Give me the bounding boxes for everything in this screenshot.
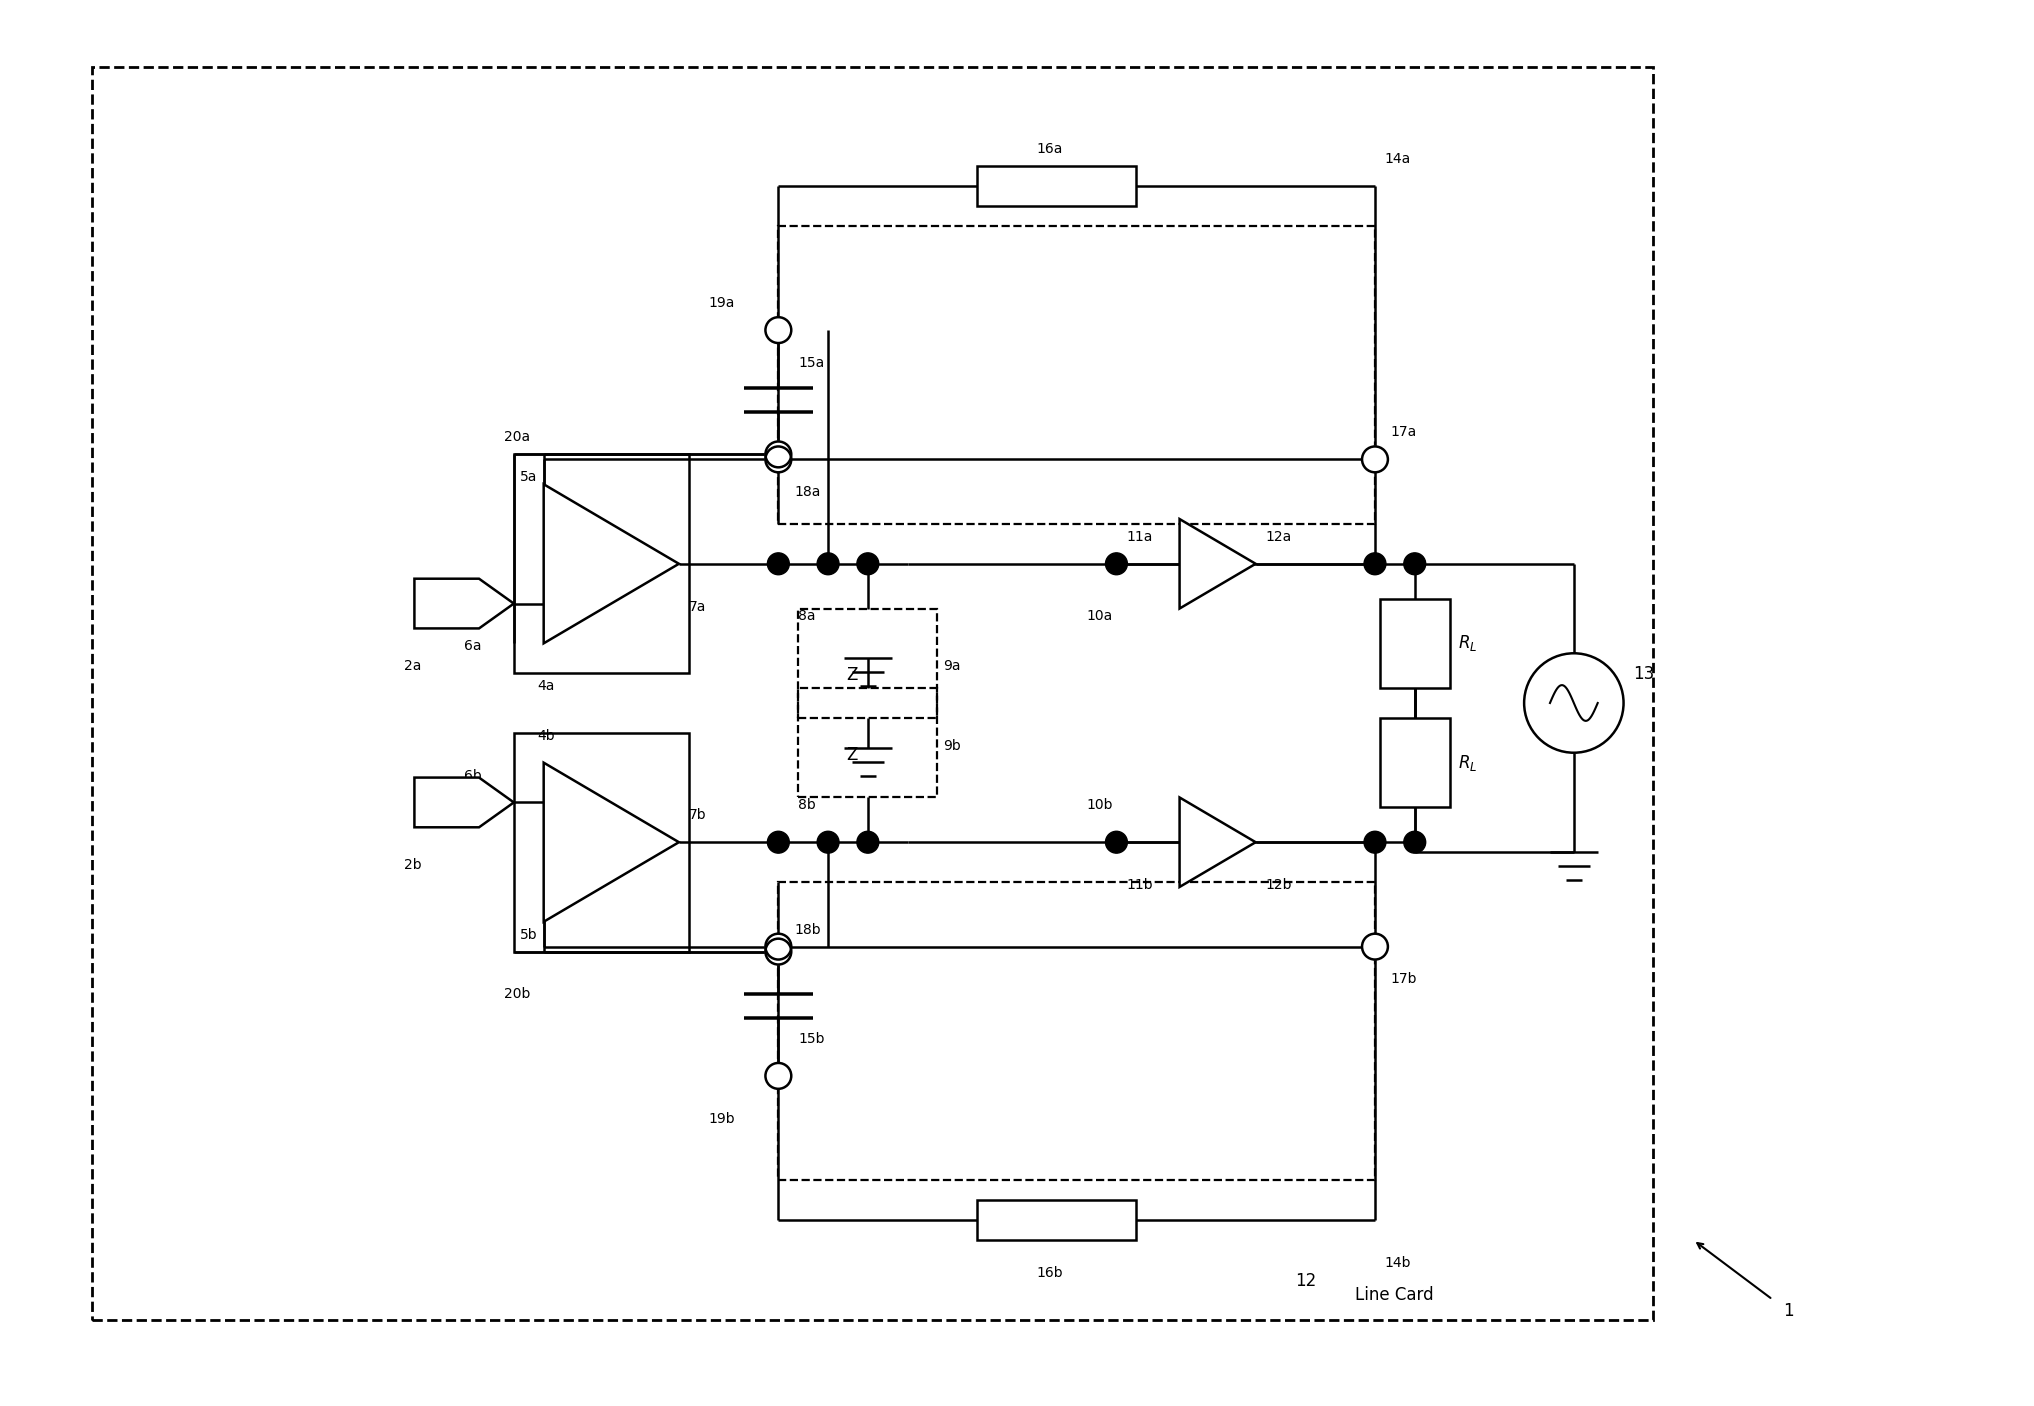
Text: $R_L$: $R_L$ <box>1458 752 1479 773</box>
Text: 18a: 18a <box>793 485 820 499</box>
Text: 10a: 10a <box>1086 609 1113 623</box>
Bar <box>515 454 690 673</box>
Text: 5b: 5b <box>521 928 537 942</box>
Bar <box>797 688 938 797</box>
Bar <box>515 733 690 952</box>
Text: B: B <box>1206 837 1216 853</box>
Text: 15b: 15b <box>797 1032 824 1046</box>
Circle shape <box>1106 553 1127 575</box>
Text: Z: Z <box>846 666 858 685</box>
Bar <box>797 609 938 718</box>
Text: 19b: 19b <box>708 1112 736 1126</box>
Circle shape <box>818 831 838 853</box>
Text: 8b: 8b <box>797 799 816 813</box>
Polygon shape <box>543 484 679 644</box>
Bar <box>1379 599 1450 688</box>
Text: $+$: $+$ <box>545 606 557 621</box>
Text: 11a: 11a <box>1127 530 1153 544</box>
Bar <box>92 66 1654 1319</box>
Circle shape <box>767 831 789 853</box>
Text: $+$: $+$ <box>545 804 557 820</box>
Circle shape <box>765 441 791 467</box>
Polygon shape <box>543 762 679 922</box>
Text: 18b: 18b <box>793 922 822 936</box>
Text: 2a: 2a <box>405 659 421 673</box>
Circle shape <box>1363 447 1387 472</box>
Circle shape <box>1106 831 1127 853</box>
Circle shape <box>765 939 791 965</box>
Text: 20a: 20a <box>504 430 531 444</box>
Text: Line Card: Line Card <box>1355 1285 1434 1303</box>
Text: 9b: 9b <box>944 738 962 752</box>
Circle shape <box>765 1063 791 1088</box>
Text: 4b: 4b <box>537 728 555 742</box>
Polygon shape <box>1180 797 1255 887</box>
Polygon shape <box>415 778 515 827</box>
Circle shape <box>765 934 791 959</box>
Text: 17a: 17a <box>1391 426 1418 440</box>
Bar <box>779 226 1375 524</box>
Text: 20b: 20b <box>504 987 531 1001</box>
Text: 7a: 7a <box>690 599 706 613</box>
Circle shape <box>856 553 879 575</box>
Text: 6b: 6b <box>464 769 482 783</box>
Text: $R_L$: $R_L$ <box>1458 633 1479 654</box>
Text: 5a: 5a <box>521 470 537 484</box>
Text: 17b: 17b <box>1391 973 1418 987</box>
Text: 3a: 3a <box>592 576 610 591</box>
Bar <box>976 1201 1137 1240</box>
Text: 10b: 10b <box>1086 799 1113 813</box>
Text: 9a: 9a <box>944 659 960 673</box>
Circle shape <box>1365 831 1385 853</box>
Text: 2b: 2b <box>405 858 423 872</box>
Circle shape <box>765 447 791 472</box>
Circle shape <box>818 553 838 575</box>
Text: 15a: 15a <box>797 356 824 370</box>
Polygon shape <box>1180 519 1255 609</box>
Text: 4a: 4a <box>537 679 555 693</box>
Text: 6a: 6a <box>464 640 482 654</box>
Text: 12: 12 <box>1296 1271 1316 1289</box>
Text: $-$: $-$ <box>545 884 557 900</box>
Text: 16b: 16b <box>1037 1265 1064 1279</box>
Circle shape <box>1523 654 1623 752</box>
Text: 12a: 12a <box>1265 530 1292 544</box>
Circle shape <box>767 553 789 575</box>
Text: 3b: 3b <box>592 855 610 869</box>
Text: 8a: 8a <box>797 609 816 623</box>
Text: 14a: 14a <box>1385 152 1412 166</box>
Text: A: A <box>1206 558 1216 575</box>
Text: Z: Z <box>846 745 858 763</box>
Text: 11b: 11b <box>1127 877 1153 891</box>
Circle shape <box>1403 553 1426 575</box>
Circle shape <box>1363 934 1387 959</box>
Circle shape <box>765 318 791 343</box>
Text: 14b: 14b <box>1385 1256 1412 1270</box>
Text: 12b: 12b <box>1265 877 1292 891</box>
Polygon shape <box>415 579 515 628</box>
Circle shape <box>856 831 879 853</box>
Bar <box>779 882 1375 1180</box>
Text: $-$: $-$ <box>545 526 557 541</box>
Bar <box>976 166 1137 205</box>
Text: 13: 13 <box>1633 665 1656 683</box>
Bar <box>1379 718 1450 807</box>
Text: 1: 1 <box>1782 1302 1794 1319</box>
Circle shape <box>1365 553 1385 575</box>
Text: 19a: 19a <box>708 297 734 311</box>
Circle shape <box>1403 831 1426 853</box>
Text: 7b: 7b <box>690 808 706 823</box>
Text: 16a: 16a <box>1037 142 1064 156</box>
